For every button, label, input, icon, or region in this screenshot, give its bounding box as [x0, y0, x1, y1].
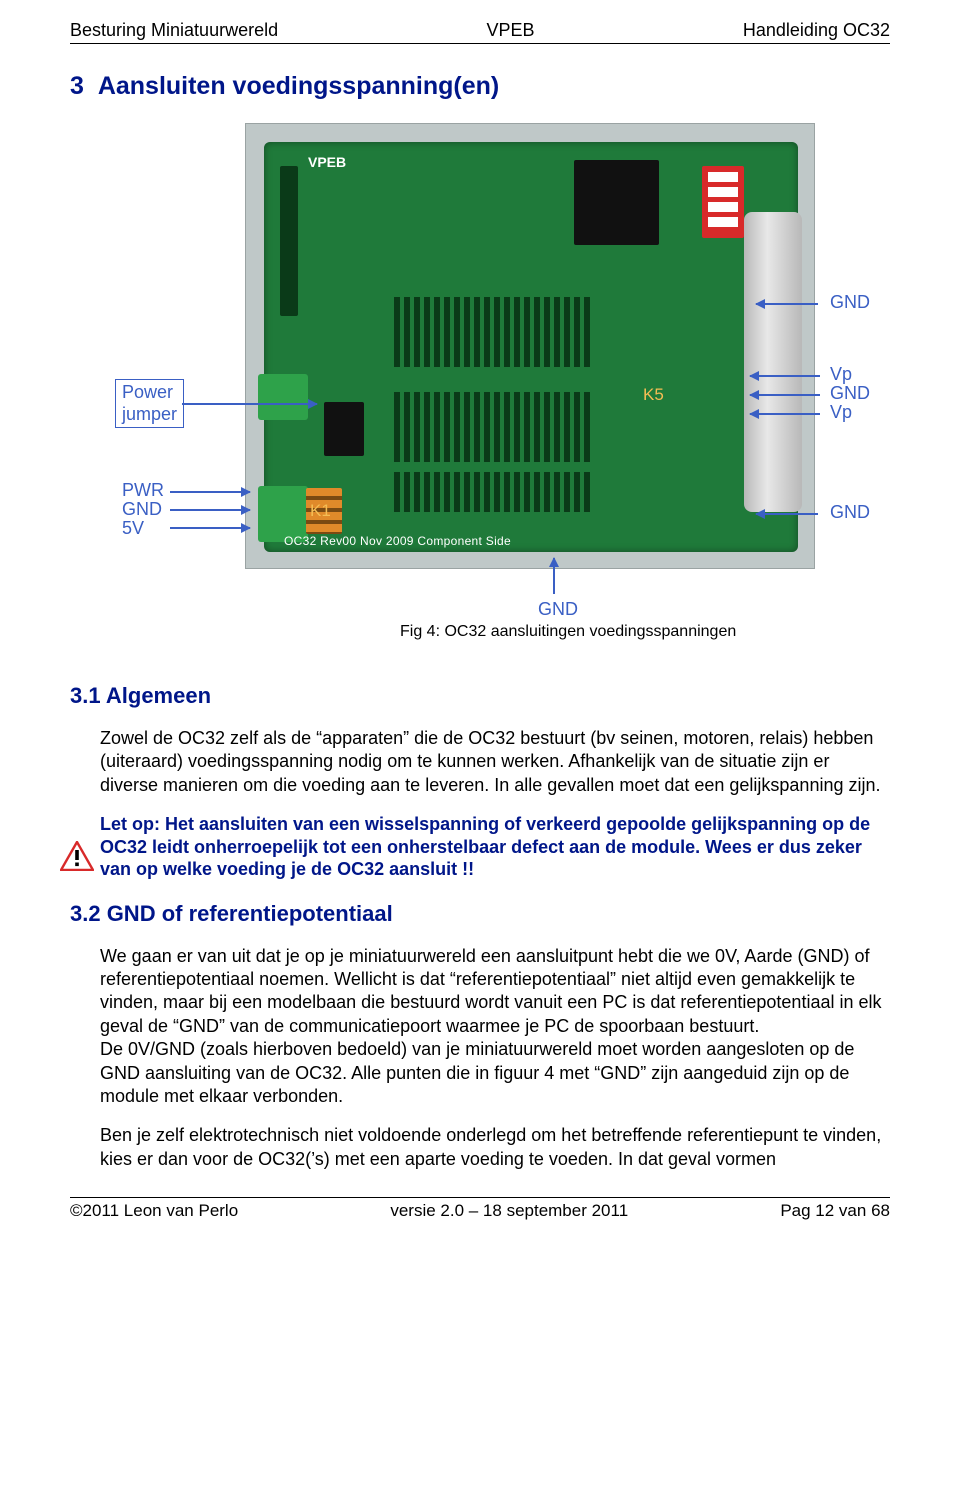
- figure-label-pwr-gnd-5v: PWR GND 5V: [122, 481, 164, 538]
- figure-label-vp2: Vp: [830, 403, 870, 422]
- figure-arrow-vp2: [750, 413, 820, 415]
- pcb-holes-2: [394, 392, 594, 462]
- figure-label-vp-gnd-vp: Vp GND Vp: [830, 365, 870, 422]
- figure-label-power-jumper-l2: jumper: [122, 404, 177, 426]
- pcb-regulator: [324, 402, 364, 456]
- figure-label-pwr: PWR: [122, 481, 164, 500]
- figure-arrow-gnd-below: [553, 558, 555, 594]
- footer-left: ©2011 Leon van Perlo: [70, 1201, 238, 1221]
- section-3-2-body: We gaan er van uit dat je op je miniatuu…: [100, 945, 890, 1172]
- pcb-board: OC32 Rev00 Nov 2009 Component Side VPEB: [264, 142, 798, 552]
- figure-label-gnd-top: GND: [830, 293, 870, 312]
- figure-arrow-gnd-mid: [750, 394, 820, 396]
- figure-label-vp1: Vp: [830, 365, 870, 384]
- pcb-pins-left: [280, 166, 298, 316]
- figure-label-power-jumper-l1: Power: [122, 382, 177, 404]
- warning-icon: [60, 841, 94, 876]
- figure-label-gnd-mid: GND: [830, 384, 870, 403]
- header-right: Handleiding OC32: [743, 20, 890, 41]
- pcb-chip: [574, 160, 659, 245]
- subsection-3-1-title: 3.1 Algemeen: [70, 683, 890, 709]
- chapter-number: 3: [70, 72, 84, 100]
- figure-arrow-power-jumper: [182, 403, 317, 405]
- figure-arrow-gnd-left: [170, 509, 250, 511]
- figure-arrow-vp1: [750, 375, 820, 377]
- para-3-2-2: De 0V/GND (zoals hierboven bedoeld) van …: [100, 1038, 890, 1108]
- page: Besturing Miniatuurwereld VPEB Handleidi…: [0, 0, 960, 1231]
- figure-label-gnd-below: GND: [538, 599, 578, 620]
- footer-right: Pag 12 van 68: [780, 1201, 890, 1221]
- pcb-dip-switch: [702, 166, 744, 238]
- figure-arrow-gnd-top: [756, 303, 818, 305]
- header-center: VPEB: [486, 20, 534, 41]
- figure-label-k1: K1: [310, 501, 331, 521]
- header-left: Besturing Miniatuurwereld: [70, 20, 278, 41]
- pcb-holes-3: [394, 472, 594, 512]
- figure-label-k5: K5: [643, 385, 664, 405]
- para-3-2-3: Ben je zelf elektrotechnisch niet voldoe…: [100, 1124, 890, 1171]
- header-bar: Besturing Miniatuurwereld VPEB Handleidi…: [70, 20, 890, 44]
- figure-arrow-gnd-right: [756, 513, 818, 515]
- figure-label-5v: 5V: [122, 519, 164, 538]
- caution-text: Let op: Het aansluiten van een wisselspa…: [100, 813, 890, 881]
- figure-arrow-pwr: [170, 491, 250, 493]
- pcb-holes-1: [394, 297, 594, 367]
- footer-center: versie 2.0 – 18 september 2011: [390, 1201, 628, 1221]
- figure-area: OC32 Rev00 Nov 2009 Component Side VPEB …: [70, 123, 890, 663]
- figure-label-gnd-right: GND: [830, 503, 870, 522]
- pcb-vpeb-label: VPEB: [308, 154, 346, 170]
- pcb-silkscreen-text: OC32 Rev00 Nov 2009 Component Side: [284, 534, 511, 548]
- figure-arrow-5v: [170, 527, 250, 529]
- subsection-3-2-title: 3.2 GND of referentiepotentiaal: [70, 901, 890, 927]
- figure-caption: Fig 4: OC32 aansluitingen voedingsspanni…: [400, 623, 736, 641]
- section-3-1-body: Zowel de OC32 zelf als de “apparaten” di…: [100, 727, 890, 881]
- pcb-terminal-k5-area: [258, 374, 308, 420]
- chapter-title: 3 Aansluiten voedingsspanning(en): [70, 72, 890, 101]
- chapter-title-text: Aansluiten voedingsspanning(en): [98, 72, 499, 100]
- para-3-1-1: Zowel de OC32 zelf als de “apparaten” di…: [100, 727, 890, 797]
- figure-label-gnd2: GND: [122, 500, 164, 519]
- para-3-2-1: We gaan er van uit dat je op je miniatuu…: [100, 945, 890, 1039]
- footer-bar: ©2011 Leon van Perlo versie 2.0 – 18 sep…: [70, 1197, 890, 1221]
- figure-label-power-jumper: Power jumper: [115, 379, 184, 428]
- caution-block: Let op: Het aansluiten van een wisselspa…: [100, 813, 890, 881]
- pcb-db-connector: [744, 212, 802, 512]
